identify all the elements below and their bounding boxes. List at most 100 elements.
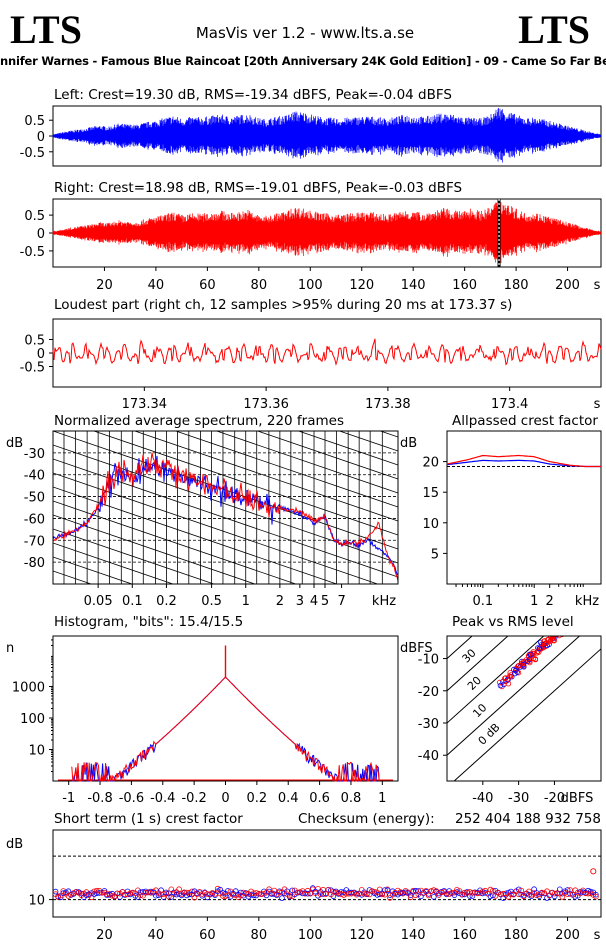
short-term-point	[454, 889, 460, 895]
short-term-frame	[52, 829, 602, 918]
peak-rms-point	[532, 656, 539, 662]
loudest-part-ytick-label: 0.5	[24, 334, 45, 349]
short-term-point	[294, 889, 301, 896]
allpassed-ytick-label: 20	[422, 456, 439, 471]
allpassed-xtick-label: 2	[546, 594, 554, 609]
short-term-point	[549, 889, 555, 896]
short-term-point	[132, 892, 139, 899]
spectrum-slope-line	[256, 431, 398, 480]
peak-rms-point	[497, 682, 504, 689]
short-term-point	[531, 886, 537, 892]
allpassed-ytick-label: 15	[422, 486, 439, 501]
short-term-xtick-label: 200	[555, 928, 580, 943]
spectrum-ytick-label: -30	[24, 447, 45, 462]
short-term-point	[176, 886, 182, 892]
short-term-point	[340, 892, 347, 898]
short-term-point	[160, 894, 167, 900]
short-term-point	[346, 890, 352, 897]
spectrum-xtick-label: 0.1	[122, 594, 143, 609]
spectrum-slope-line	[297, 431, 398, 466]
histogram-ytick-label: 1000	[12, 680, 45, 695]
histogram-xtick-label: 0.4	[278, 791, 299, 806]
peak-rms-crest-label: 40	[454, 619, 473, 638]
left_waveform-title: Left: Crest=19.30 dB, RMS=-19.34 dBFS, P…	[54, 87, 452, 103]
short-term-point	[412, 892, 419, 899]
peak-rms-xtick-label: -20	[544, 791, 565, 806]
spectrum-xtick-label: 7	[337, 594, 345, 609]
peak-rms-point	[525, 658, 531, 664]
short-term-point	[78, 890, 85, 897]
short-term-point	[348, 890, 355, 897]
spectrum-slope-line	[53, 500, 297, 584]
spectrum-slope-line	[53, 305, 398, 423]
short-term-panel: Short term (1 s) crest factor Checksum (e…	[6, 811, 602, 943]
allpassed-ytick-label: 5	[431, 547, 439, 562]
short-term-point	[96, 890, 103, 896]
peak-rms-frame	[446, 635, 602, 782]
peak-rms-point	[505, 681, 512, 687]
peak-rms-point	[527, 651, 533, 657]
peak-rms-point	[538, 645, 544, 651]
short-term-point	[263, 892, 270, 899]
short-term-point	[240, 889, 247, 896]
spectrum-panel: Normalized average spectrum, 220 frames d…	[6, 235, 399, 609]
short-term-point	[487, 886, 494, 893]
spectrum-slope-line	[53, 235, 398, 353]
histogram-xtick-label: 1	[378, 791, 386, 806]
loudest-part-xtick-label: 173.34	[122, 397, 168, 412]
short-term-point	[276, 889, 283, 896]
peak-rms-crest-label: 0 dB	[476, 721, 503, 748]
histogram-ytick-label: 100	[20, 712, 45, 727]
spectrum-trace-left	[53, 455, 398, 576]
left_waveform-trace	[52, 108, 601, 163]
left_waveform-ytick-label: 0.5	[24, 114, 45, 129]
histogram-xtick-label: -0.2	[181, 791, 206, 806]
allpassed-xtick-label: 0.1	[473, 594, 494, 609]
short-term-point	[52, 888, 59, 895]
histogram-panel: Histogram, "bits": 15.4/15.5n100010010-1…	[6, 614, 399, 806]
short-term-point	[333, 889, 339, 896]
short-term-point	[214, 885, 221, 892]
peak-rms-point	[544, 640, 550, 646]
spectrum-plot	[53, 235, 398, 584]
spectrum-xtick-label: 1	[242, 594, 250, 609]
loudest-part-frame	[52, 318, 602, 388]
short-term-point	[567, 887, 573, 893]
short-term-point	[150, 888, 157, 895]
peak-rms-point	[534, 650, 540, 656]
short-term-point	[376, 886, 383, 893]
histogram-trace-left	[71, 676, 380, 782]
right_waveform-xtick-label: 20	[96, 278, 113, 293]
peak-rms-point	[525, 652, 532, 659]
peak-rms-crest-label: 20	[465, 674, 484, 693]
short-term-point	[191, 894, 198, 901]
histogram-ytick-label: 10	[28, 743, 45, 758]
short-term-point	[407, 894, 414, 901]
spectrum-ylabel: dB	[6, 436, 23, 451]
spectrum-slope-line	[53, 556, 134, 584]
short-term-point	[286, 892, 293, 899]
short-term-point	[490, 887, 496, 894]
peak-rms-xlabel: dBFS	[561, 791, 594, 806]
short-term-xtick-label: 180	[504, 928, 529, 943]
track-title: nnifer Warnes - Famous Blue Raincoat [20…	[0, 54, 606, 68]
short-term-point	[315, 885, 321, 892]
short-term-point	[364, 890, 370, 897]
short-term-point	[454, 886, 460, 893]
right_waveform-ytick-label: 0	[37, 227, 45, 242]
left_waveform-ytick-label: -0.5	[20, 146, 45, 161]
short-term-point	[320, 891, 326, 897]
spectrum-xunit: kHz	[372, 594, 396, 609]
peak-rms-crest-label: 10	[470, 701, 489, 720]
short-term-point	[415, 888, 422, 894]
histogram-xtick-label: -0.4	[150, 791, 175, 806]
short-term-point	[266, 886, 272, 892]
short-term-point	[140, 889, 146, 895]
peak-rms-crest-line	[447, 636, 545, 724]
spectrum-xtick-label: 4	[310, 594, 318, 609]
short-term-ylabel: dB	[6, 837, 23, 852]
short-term-point	[83, 892, 90, 898]
right_waveform-ytick-label: 0.5	[24, 209, 45, 224]
short-term-outlier	[590, 868, 597, 875]
